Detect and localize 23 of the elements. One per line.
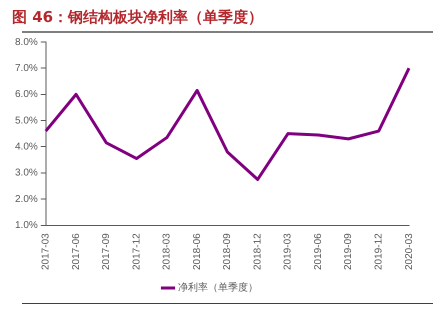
x-tick-label: 2020-03 xyxy=(404,232,415,270)
x-tick-label: 2019-09 xyxy=(343,232,354,270)
x-tick-label: 2018-03 xyxy=(162,232,173,270)
y-tick-label: 8.0% xyxy=(14,36,38,48)
legend-label: 净利率（单季度） xyxy=(178,282,258,294)
x-tick-label: 2017-06 xyxy=(70,232,82,270)
y-tick-label: 3.0% xyxy=(14,168,38,179)
x-tick-label: 2018-12 xyxy=(252,232,264,270)
x-tick-label: 2017-03 xyxy=(40,232,52,270)
y-tick-label: 5.0% xyxy=(14,115,38,126)
x-tick-label: 2018-09 xyxy=(222,232,234,270)
x-tick-label: 2019-03 xyxy=(282,232,294,270)
chart-title: 图 46：钢结构板块净利率（单季度） xyxy=(11,8,264,28)
x-tick-label: 2019-12 xyxy=(373,232,384,270)
y-tick-label: 7.0% xyxy=(14,62,38,74)
x-tick-label: 2017-12 xyxy=(131,232,142,270)
y-tick-label: 4.0% xyxy=(14,141,38,152)
y-tick-label: 6.0% xyxy=(14,89,38,100)
x-tick-label: 2019-06 xyxy=(312,232,324,270)
y-tick-label: 2.0% xyxy=(14,194,38,205)
x-tick-label: 2017-09 xyxy=(101,232,112,270)
x-tick-label: 2018-06 xyxy=(192,232,203,270)
y-tick-label: 1.0% xyxy=(14,220,38,232)
